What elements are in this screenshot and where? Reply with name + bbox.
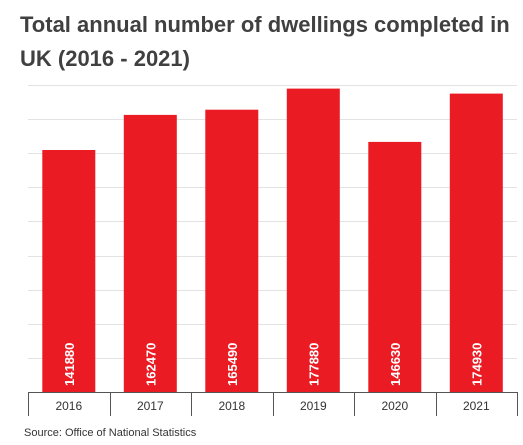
bar-2020 <box>368 141 422 392</box>
bar-value-label: 174930 <box>469 343 484 386</box>
bar-value-label: 141880 <box>62 343 77 386</box>
bar-value-label: 146630 <box>388 343 403 386</box>
bar-2018 <box>205 109 259 392</box>
bar-2017 <box>123 114 177 393</box>
bar-value-label: 165490 <box>225 343 240 386</box>
x-axis: 2016 2017 2018 2019 2020 2021 <box>28 392 518 416</box>
bar-value-label: 177880 <box>306 343 321 386</box>
x-tick-label: 2018 <box>218 399 245 413</box>
x-tick-label: 2019 <box>300 399 327 413</box>
bar-value-labels: 141880 162470 165490 177880 146630 174930 <box>62 343 484 386</box>
bar-2021 <box>449 93 503 392</box>
bar-2019 <box>286 88 340 392</box>
x-tick-label: 2017 <box>137 399 164 413</box>
x-tick-label: 2020 <box>381 399 408 413</box>
chart-title: Total annual number of dwellings complet… <box>20 12 510 71</box>
source-note: Source: Office of National Statistics <box>24 427 197 439</box>
x-tick-label: 2021 <box>463 399 490 413</box>
bar-2016 <box>42 150 96 392</box>
x-tick-label: 2016 <box>55 399 82 413</box>
bar-value-label: 162470 <box>143 343 158 386</box>
gridlines <box>28 85 517 359</box>
bars <box>42 88 503 393</box>
